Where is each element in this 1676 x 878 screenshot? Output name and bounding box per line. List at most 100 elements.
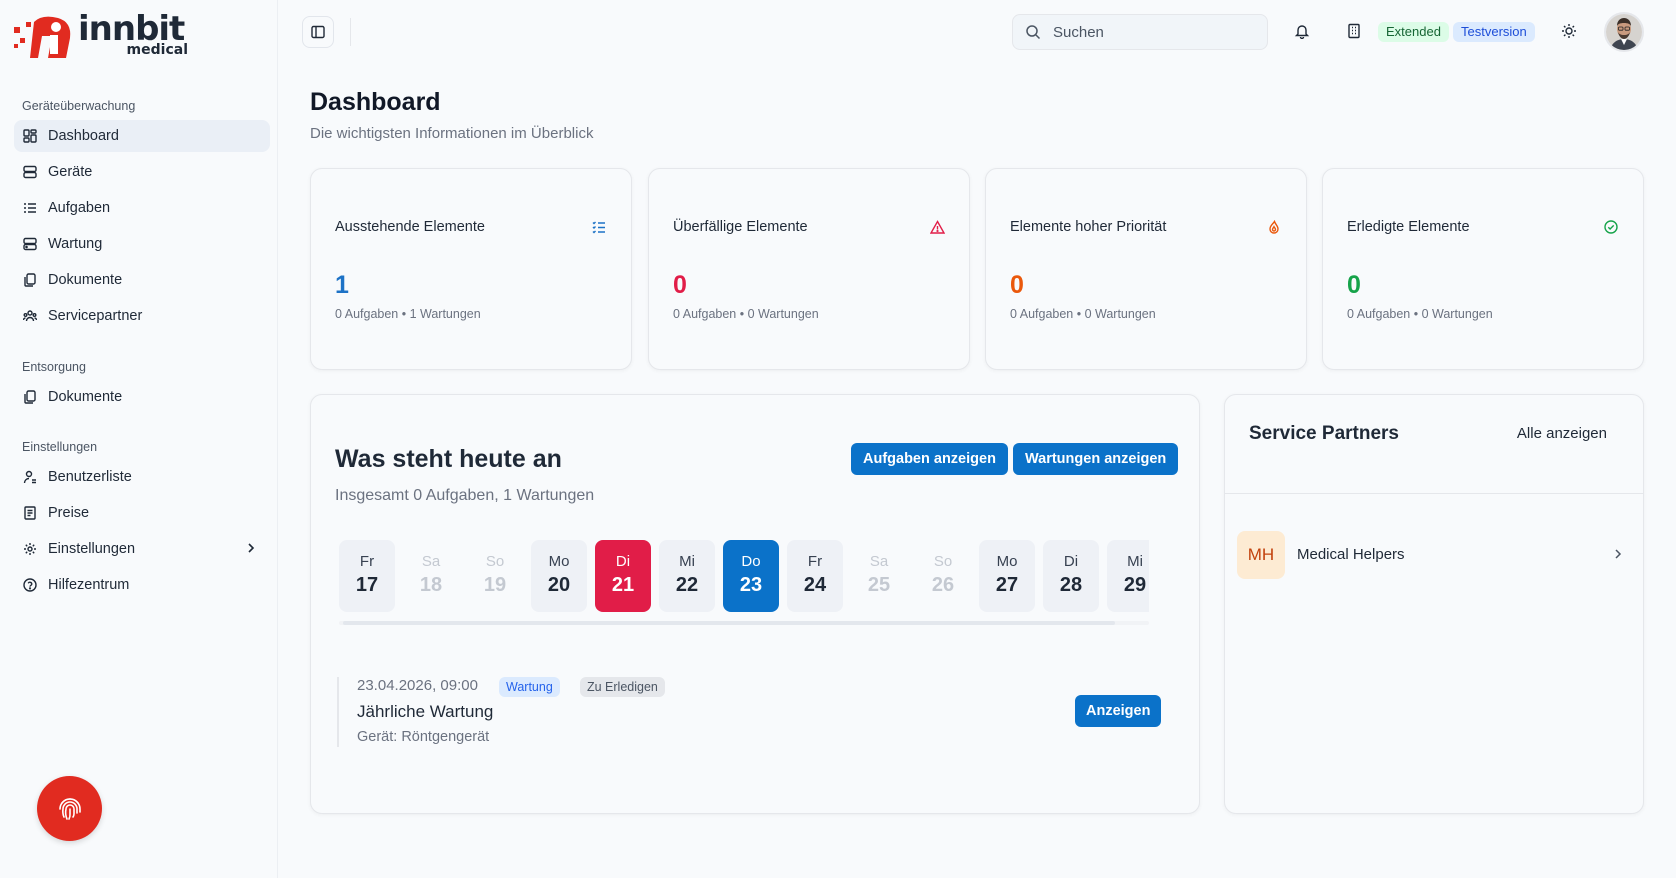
- day-chip[interactable]: Fr 24: [787, 540, 843, 612]
- sidebar-item-label: Aufgaben: [48, 200, 111, 216]
- panel-left-icon: [311, 25, 325, 39]
- day-strip[interactable]: Fr 17 Sa 18 So 19 Mo 20 Di 21 Mi 22 Do 23 Fr 24 Sa 25 So 26…: [339, 540, 1149, 615]
- view-task-button[interactable]: Anzeigen: [1075, 695, 1162, 727]
- day-chip[interactable]: Do 23: [723, 540, 779, 612]
- stat-value: 0: [1347, 271, 1361, 299]
- sidebar-item-label: Dokumente: [48, 272, 123, 288]
- stat-value: 0: [673, 271, 687, 299]
- show-all-link[interactable]: Alle anzeigen: [1516, 425, 1607, 442]
- stat-card-completed[interactable]: Erledigte Elemente 0 0 Aufgaben • 0 Wart…: [1322, 168, 1644, 370]
- service-partners-title: Service Partners: [1249, 423, 1399, 444]
- sidebar-item-help-center[interactable]: Hilfezentrum: [14, 569, 270, 601]
- user-avatar[interactable]: [1604, 12, 1644, 52]
- check-circle-icon: [1603, 219, 1619, 235]
- day-chip[interactable]: Mo 27: [979, 540, 1035, 612]
- day-number: 20: [547, 574, 571, 596]
- partners-icon: [22, 308, 38, 324]
- sidebar-item-disposal-documents[interactable]: Dokumente: [14, 381, 270, 413]
- show-tasks-button[interactable]: Aufgaben anzeigen: [851, 443, 1008, 475]
- day-name: Fr: [807, 553, 823, 570]
- nav-section-settings: Einstellungen Benutzerliste Preise Einst…: [14, 437, 270, 601]
- service-partners-panel: Service Partners Alle anzeigen MH Medica…: [1224, 394, 1644, 814]
- task-device: Gerät: Röntgengerät: [357, 729, 490, 745]
- day-chip[interactable]: Sa 18: [403, 540, 459, 612]
- sidebar-item-label: Servicepartner: [48, 308, 143, 324]
- stat-card-overdue[interactable]: Überfällige Elemente 0 0 Aufgaben • 0 Wa…: [648, 168, 970, 370]
- stat-title: Erledigte Elemente: [1347, 219, 1470, 235]
- documents-icon: [22, 272, 38, 288]
- day-number: 24: [803, 574, 827, 596]
- day-name: Mo: [996, 553, 1018, 570]
- sidebar-item-user-list[interactable]: Benutzerliste: [14, 461, 270, 493]
- sidebar-item-settings[interactable]: Einstellungen: [14, 533, 270, 565]
- stat-note: 0 Aufgaben • 0 Wartungen: [1347, 307, 1493, 321]
- day-chip[interactable]: Mi 22: [659, 540, 715, 612]
- day-number: 17: [355, 574, 379, 596]
- sidebar-item-servicepartner[interactable]: Servicepartner: [14, 300, 270, 332]
- sidebar-item-dashboard[interactable]: Dashboard: [14, 120, 270, 152]
- sidebar-item-tasks[interactable]: Aufgaben: [14, 192, 270, 224]
- show-maintenance-button[interactable]: Wartungen anzeigen: [1013, 443, 1179, 475]
- chevron-right-icon: [1611, 547, 1625, 566]
- settings-icon: [22, 541, 38, 557]
- flame-icon: [1266, 219, 1282, 235]
- bell-icon[interactable]: [1293, 22, 1311, 40]
- task-datetime: 23.04.2026, 09:00: [357, 677, 478, 694]
- day-name: Do: [741, 553, 761, 570]
- innbit-logo-icon: [12, 14, 74, 59]
- stat-card-high-priority[interactable]: Elemente hoher Priorität 0 0 Aufgaben • …: [985, 168, 1307, 370]
- day-name: So: [933, 553, 953, 570]
- stat-card-pending[interactable]: Ausstehende Elemente 1 0 Aufgaben • 1 Wa…: [310, 168, 632, 370]
- fingerprint-icon: [58, 797, 81, 820]
- trial-badge[interactable]: Testversion: [1453, 22, 1535, 42]
- building-icon[interactable]: [1345, 22, 1363, 40]
- day-strip-scroll-thumb[interactable]: [343, 621, 1115, 625]
- task-item[interactable]: 23.04.2026, 09:00 Wartung Zu Erledigen J…: [337, 677, 1137, 747]
- nav-section-monitoring: Geräteüberwachung Dashboard Geräte Aufga…: [14, 96, 270, 332]
- help-icon: [22, 577, 38, 593]
- task-title: Jährliche Wartung: [357, 702, 494, 721]
- sidebar-item-prices[interactable]: Preise: [14, 497, 270, 529]
- search-input[interactable]: [1053, 23, 1253, 41]
- day-number: 26: [931, 574, 955, 596]
- nav-heading: Entsorgung: [22, 360, 86, 374]
- day-chip[interactable]: So 26: [915, 540, 971, 612]
- day-name: Mi: [679, 553, 695, 570]
- fingerprint-button[interactable]: [37, 776, 102, 841]
- service-partner-row[interactable]: MH Medical Helpers: [1237, 531, 1631, 579]
- stat-note: 0 Aufgaben • 0 Wartungen: [673, 307, 819, 321]
- today-title: Was steht heute an: [335, 445, 562, 473]
- search-box[interactable]: [1012, 14, 1268, 50]
- stat-note: 0 Aufgaben • 1 Wartungen: [335, 307, 481, 321]
- partner-avatar: MH: [1237, 531, 1285, 579]
- day-chip[interactable]: Mo 20: [531, 540, 587, 612]
- day-number: 27: [995, 574, 1019, 596]
- task-type-badge: Wartung: [499, 677, 560, 697]
- sidebar-toggle-button[interactable]: [302, 16, 334, 48]
- logo[interactable]: innbit medical: [12, 9, 198, 62]
- day-chip[interactable]: Fr 17: [339, 540, 395, 612]
- sidebar-item-label: Einstellungen: [48, 541, 136, 557]
- logo-word: innbit: [78, 9, 185, 49]
- day-number: 18: [419, 574, 443, 596]
- warning-icon: [929, 219, 945, 235]
- day-number: 28: [1059, 574, 1083, 596]
- day-name: Di: [615, 553, 631, 570]
- sidebar-item-documents[interactable]: Dokumente: [14, 264, 270, 296]
- day-chip[interactable]: So 19: [467, 540, 523, 612]
- today-panel: Was steht heute an Insgesamt 0 Aufgaben,…: [310, 394, 1200, 814]
- sidebar-item-maintenance[interactable]: Wartung: [14, 228, 270, 260]
- sidebar-item-label: Geräte: [48, 164, 93, 180]
- sidebar-item-label: Preise: [48, 505, 90, 521]
- day-chip[interactable]: Mi 29: [1107, 540, 1149, 612]
- day-number: 19: [483, 574, 507, 596]
- sidebar-item-devices[interactable]: Geräte: [14, 156, 270, 188]
- day-name: Di: [1063, 553, 1079, 570]
- sidebar-item-label: Dokumente: [48, 389, 123, 405]
- day-chip[interactable]: Di 21: [595, 540, 651, 612]
- day-chip[interactable]: Sa 25: [851, 540, 907, 612]
- day-chip[interactable]: Di 28: [1043, 540, 1099, 612]
- page-subtitle: Die wichtigsten Informationen im Überbli…: [310, 125, 594, 142]
- theme-toggle-sun-icon[interactable]: [1560, 22, 1578, 40]
- logo-subword: medical: [126, 42, 188, 58]
